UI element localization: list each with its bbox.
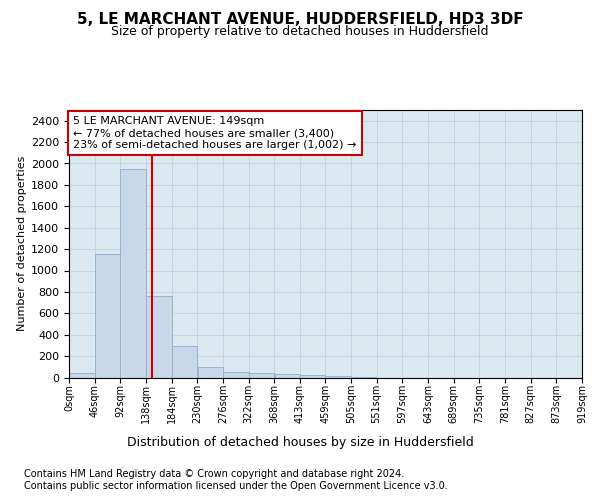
Bar: [299, 376, 325, 378]
Bar: [197, 367, 223, 378]
Bar: [146, 296, 172, 378]
Bar: [275, 374, 300, 378]
Text: Distribution of detached houses by size in Huddersfield: Distribution of detached houses by size …: [127, 436, 473, 449]
Y-axis label: Number of detached properties: Number of detached properties: [17, 156, 27, 332]
Bar: [121, 169, 146, 378]
Bar: [249, 373, 274, 378]
Bar: [223, 372, 248, 378]
Text: Size of property relative to detached houses in Huddersfield: Size of property relative to detached ho…: [111, 25, 489, 38]
Bar: [69, 373, 95, 378]
Bar: [172, 346, 197, 378]
Text: Contains HM Land Registry data © Crown copyright and database right 2024.: Contains HM Land Registry data © Crown c…: [24, 469, 404, 479]
Bar: [325, 376, 351, 378]
Bar: [95, 254, 120, 378]
Text: 5, LE MARCHANT AVENUE, HUDDERSFIELD, HD3 3DF: 5, LE MARCHANT AVENUE, HUDDERSFIELD, HD3…: [77, 12, 523, 28]
Text: Contains public sector information licensed under the Open Government Licence v3: Contains public sector information licen…: [24, 481, 448, 491]
Text: 5 LE MARCHANT AVENUE: 149sqm
← 77% of detached houses are smaller (3,400)
23% of: 5 LE MARCHANT AVENUE: 149sqm ← 77% of de…: [73, 116, 357, 150]
